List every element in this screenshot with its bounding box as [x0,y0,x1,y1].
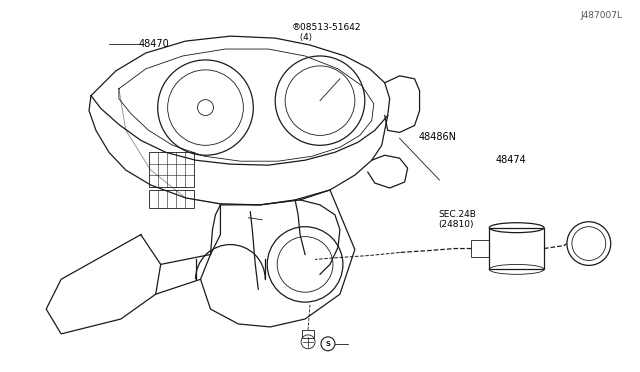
Bar [302,330,314,338]
Text: 48474: 48474 [496,155,527,165]
Text: 48470: 48470 [138,39,169,49]
Bar [148,152,193,187]
Bar [471,240,489,257]
Text: 48486N: 48486N [419,132,457,142]
Text: ®08513-51642
   ⟨4⟩: ®08513-51642 ⟨4⟩ [291,23,361,42]
Text: S: S [326,341,330,347]
Text: J487007L: J487007L [580,11,623,20]
Bar [148,190,193,208]
Bar [489,228,544,269]
Text: SEC.24B
(24810): SEC.24B (24810) [438,210,476,230]
